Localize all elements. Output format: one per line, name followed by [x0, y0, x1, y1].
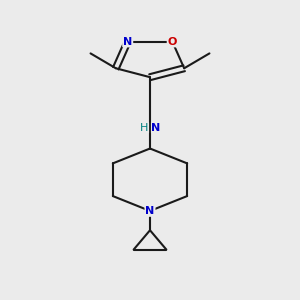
Text: O: O	[168, 37, 177, 46]
Text: N: N	[146, 206, 154, 216]
Text: N: N	[123, 37, 132, 46]
Text: N: N	[152, 123, 161, 133]
Text: H: H	[140, 123, 148, 133]
